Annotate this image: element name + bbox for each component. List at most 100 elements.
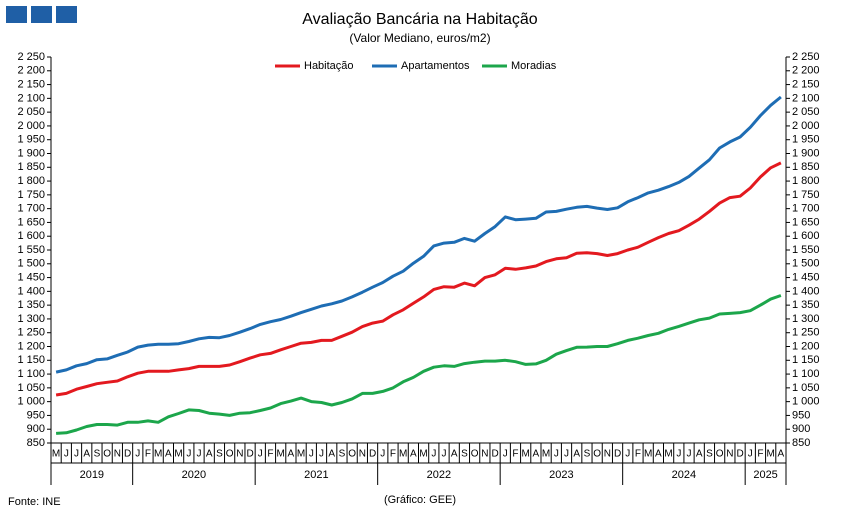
x-tick-label: F bbox=[390, 449, 396, 460]
x-tick-label: O bbox=[716, 449, 724, 460]
x-tick-label: S bbox=[94, 449, 101, 460]
chart-subtitle: (Valor Mediano, euros/m2) bbox=[349, 31, 490, 45]
y-tick-label: 1 900 bbox=[17, 147, 45, 159]
x-tick-label: M bbox=[297, 449, 305, 460]
logo-block bbox=[56, 6, 77, 23]
y2-tick-label: 1 150 bbox=[792, 354, 820, 366]
y-tick-label: 1 400 bbox=[17, 285, 45, 297]
y2-tick-label: 900 bbox=[792, 423, 810, 435]
y-tick-label: 2 100 bbox=[17, 92, 45, 104]
x-tick-label: S bbox=[339, 449, 346, 460]
y-tick-label: 1 300 bbox=[17, 313, 45, 325]
y-tick-label: 1 800 bbox=[17, 175, 45, 187]
y-tick-label: 1 600 bbox=[17, 230, 45, 242]
x-tick-label: S bbox=[706, 449, 713, 460]
x-tick-label: S bbox=[216, 449, 223, 460]
x-tick-label: J bbox=[687, 449, 692, 460]
y-tick-label: 1 950 bbox=[17, 134, 45, 146]
y-tick-label: 2 000 bbox=[17, 120, 45, 132]
x-tick-label: D bbox=[614, 449, 621, 460]
y2-tick-label: 1 100 bbox=[792, 368, 820, 380]
y-tick-label: 1 350 bbox=[17, 299, 45, 311]
year-label: 2020 bbox=[182, 469, 206, 481]
y-tick-label: 1 200 bbox=[17, 340, 45, 352]
x-tick-label: J bbox=[564, 449, 569, 460]
x-tick-label: J bbox=[676, 449, 681, 460]
x-tick-label: N bbox=[726, 449, 733, 460]
y2-tick-label: 2 050 bbox=[792, 106, 820, 118]
x-tick-label: F bbox=[757, 449, 763, 460]
year-label: 2024 bbox=[672, 469, 696, 481]
y2-tick-label: 950 bbox=[792, 409, 810, 421]
y-tick-label: 1 750 bbox=[17, 189, 45, 201]
y-tick-label: 2 200 bbox=[17, 65, 45, 77]
y-tick-label: 1 050 bbox=[17, 382, 45, 394]
y2-tick-label: 1 350 bbox=[792, 299, 820, 311]
y-tick-label: 1 250 bbox=[17, 327, 45, 339]
y2-tick-label: 2 100 bbox=[792, 92, 820, 104]
x-tick-label: A bbox=[573, 449, 580, 460]
logo-block bbox=[6, 6, 27, 23]
x-tick-label: N bbox=[481, 449, 488, 460]
source: Fonte: INE bbox=[8, 496, 61, 508]
x-tick-label: D bbox=[246, 449, 253, 460]
y-tick-label: 1 500 bbox=[17, 258, 45, 270]
x-tick-label: F bbox=[267, 449, 273, 460]
x-tick-label: A bbox=[83, 449, 90, 460]
x-tick-label: M bbox=[399, 449, 407, 460]
x-tick-label: A bbox=[410, 449, 417, 460]
x-tick-label: A bbox=[696, 449, 703, 460]
x-tick-label: M bbox=[174, 449, 182, 460]
x-tick-label: N bbox=[236, 449, 243, 460]
y2-tick-label: 2 150 bbox=[792, 78, 820, 90]
x-tick-label: J bbox=[197, 449, 202, 460]
y-tick-label: 2 050 bbox=[17, 106, 45, 118]
x-tick-label: A bbox=[165, 449, 172, 460]
legend-label: Apartamentos bbox=[401, 60, 470, 72]
x-tick-label: A bbox=[655, 449, 662, 460]
x-tick-label: F bbox=[635, 449, 641, 460]
x-tick-label: A bbox=[288, 449, 295, 460]
x-tick-label: O bbox=[348, 449, 356, 460]
year-label: 2025 bbox=[753, 469, 777, 481]
y-tick-label: 1 650 bbox=[17, 216, 45, 228]
series-line bbox=[56, 294, 782, 435]
y2-tick-label: 1 450 bbox=[792, 271, 820, 283]
y-tick-label: 1 100 bbox=[17, 368, 45, 380]
x-tick-label: A bbox=[206, 449, 213, 460]
y2-tick-label: 1 550 bbox=[792, 244, 820, 256]
x-tick-label: F bbox=[512, 449, 518, 460]
series-line bbox=[55, 95, 782, 374]
y2-tick-label: 1 700 bbox=[792, 203, 820, 215]
legend-label: Moradias bbox=[511, 60, 557, 72]
y-tick-label: 1 550 bbox=[17, 244, 45, 256]
x-tick-label: O bbox=[471, 449, 479, 460]
y2-tick-label: 1 200 bbox=[792, 340, 820, 352]
x-tick-label: O bbox=[103, 449, 111, 460]
y-tick-label: 850 bbox=[27, 437, 45, 449]
x-tick-label: J bbox=[625, 449, 630, 460]
year-label: 2021 bbox=[304, 469, 328, 481]
x-tick-label: M bbox=[644, 449, 652, 460]
y-tick-label: 1 000 bbox=[17, 396, 45, 408]
x-tick-label: O bbox=[593, 449, 601, 460]
y2-tick-label: 850 bbox=[792, 437, 810, 449]
x-tick-label: J bbox=[748, 449, 753, 460]
x-tick-label: J bbox=[135, 449, 140, 460]
y2-tick-label: 1 000 bbox=[792, 396, 820, 408]
y-tick-label: 1 850 bbox=[17, 161, 45, 173]
y-tick-label: 1 150 bbox=[17, 354, 45, 366]
x-tick-label: M bbox=[767, 449, 775, 460]
x-tick-label: M bbox=[542, 449, 550, 460]
y2-tick-label: 1 850 bbox=[792, 161, 820, 173]
x-tick-label: N bbox=[359, 449, 366, 460]
x-tick-label: O bbox=[226, 449, 234, 460]
x-tick-label: S bbox=[461, 449, 468, 460]
y2-tick-label: 1 600 bbox=[792, 230, 820, 242]
y2-tick-label: 1 650 bbox=[792, 216, 820, 228]
x-tick-label: S bbox=[584, 449, 591, 460]
x-tick-label: M bbox=[522, 449, 530, 460]
x-tick-label: M bbox=[419, 449, 427, 460]
x-tick-label: A bbox=[328, 449, 335, 460]
y2-tick-label: 1 250 bbox=[792, 327, 820, 339]
